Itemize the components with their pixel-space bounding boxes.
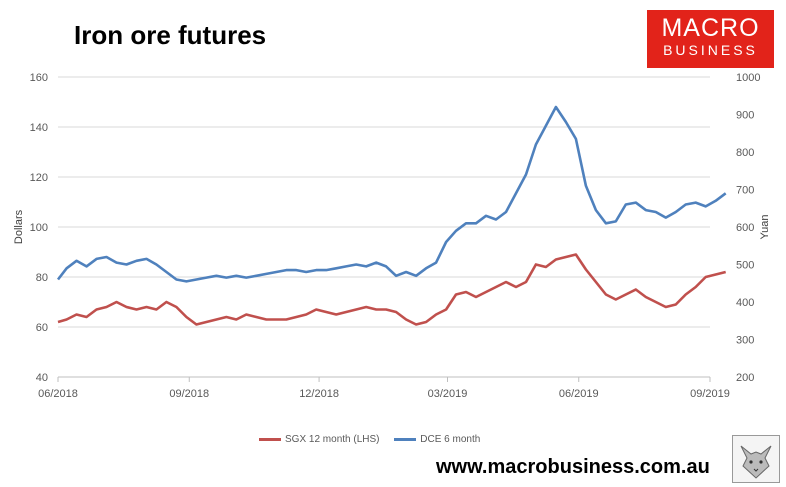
- legend-item-dce: DCE 6 month: [394, 434, 480, 445]
- y-left-tick-label: 160: [30, 72, 48, 84]
- x-tick-label: 09/2018: [169, 388, 209, 400]
- y-right-tick-label: 700: [736, 185, 754, 197]
- x-tick-label: 09/2019: [690, 388, 730, 400]
- chart-gridlines: [58, 76, 710, 328]
- y-right-tick-label: 200: [736, 372, 754, 384]
- x-tick-label: 03/2019: [428, 388, 468, 400]
- wolf-icon: [732, 435, 780, 483]
- x-tick-label: 12/2018: [299, 388, 339, 400]
- y-right-tick-label: 300: [736, 335, 754, 347]
- y-right-tick-label: 1000: [736, 72, 760, 84]
- website-url[interactable]: www.macrobusiness.com.au: [436, 456, 710, 478]
- legend-item-sgx: SGX 12 month (LHS): [259, 434, 382, 445]
- y-axis-right-label: Yuan: [759, 214, 771, 239]
- y-left-tick-label: 80: [36, 272, 48, 284]
- logo-line-1: MACRO: [661, 14, 760, 42]
- y-left-tick-label: 40: [36, 372, 48, 384]
- y-left-tick-label: 120: [30, 172, 48, 184]
- right-axis-ticks: 200 300 400 500 600 700 800 900 1000: [736, 72, 760, 384]
- x-tick-label: 06/2019: [559, 388, 599, 400]
- series-line-dce: [56, 105, 727, 283]
- y-right-tick-label: 900: [736, 110, 754, 122]
- y-right-tick-label: 800: [736, 147, 754, 159]
- legend-swatch-dce: [394, 437, 417, 441]
- chart-title: Iron ore futures: [74, 20, 267, 50]
- legend-swatch-sgx: [259, 437, 281, 441]
- y-right-tick-label: 400: [736, 297, 754, 309]
- x-tick-label: 06/2018: [38, 388, 78, 400]
- series-line-sgx: [57, 253, 727, 326]
- chart-legend: SGX 12 month (LHS) DCE 6 month: [259, 434, 492, 445]
- y-axis-left-label: Dollars: [13, 209, 25, 244]
- left-axis-ticks: 40 60 80 100 120 140 160: [30, 72, 48, 384]
- macrobusiness-logo[interactable]: MACRO BUSINESS: [647, 10, 774, 68]
- legend-label-sgx: SGX 12 month (LHS): [285, 434, 380, 445]
- logo-line-2: BUSINESS: [663, 42, 758, 58]
- y-left-tick-label: 60: [36, 322, 48, 334]
- y-left-tick-label: 100: [30, 222, 48, 234]
- chart-series: [56, 105, 727, 326]
- y-right-tick-label: 600: [736, 222, 754, 234]
- legend-label-dce: DCE 6 month: [420, 434, 481, 445]
- y-right-tick-label: 500: [736, 260, 754, 272]
- y-left-tick-label: 140: [30, 122, 48, 134]
- x-axis-ticks: 06/2018 09/2018 12/2018 03/2019 06/2019 09/20…: [38, 377, 730, 400]
